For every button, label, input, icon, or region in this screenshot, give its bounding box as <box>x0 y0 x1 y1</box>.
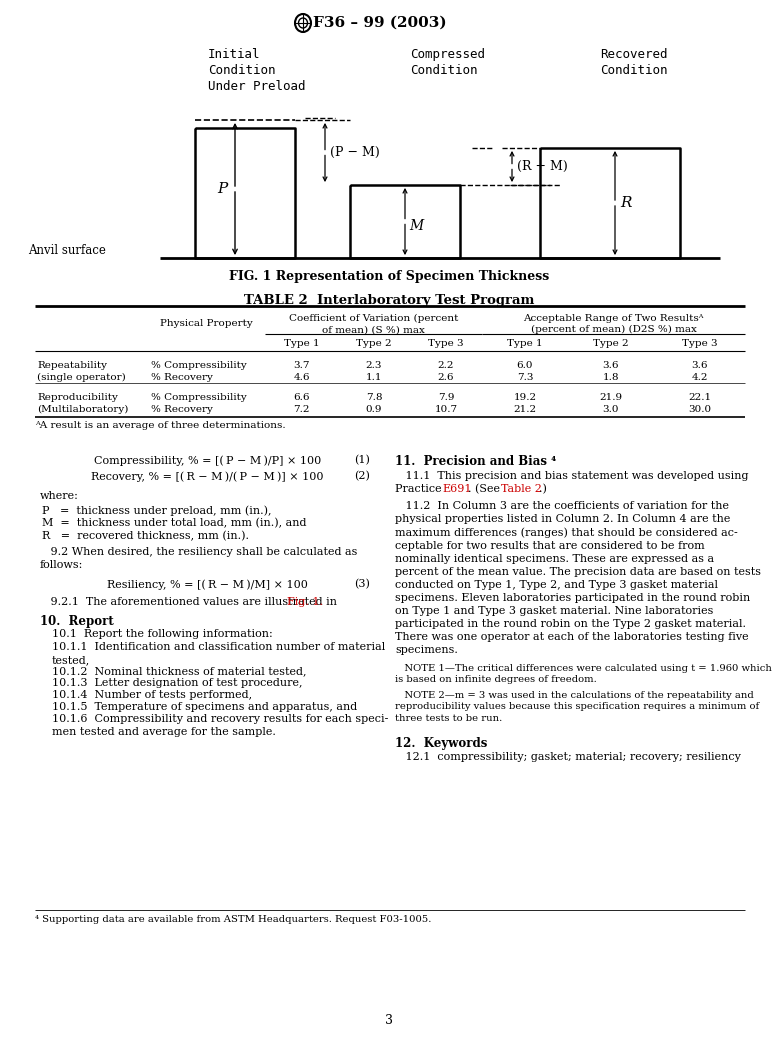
Text: Repeatability: Repeatability <box>37 361 107 370</box>
Text: 21.2: 21.2 <box>513 405 537 414</box>
Text: Initial
Condition
Under Preload: Initial Condition Under Preload <box>208 48 306 93</box>
Text: 10.1.4  Number of tests performed,: 10.1.4 Number of tests performed, <box>52 690 252 700</box>
Text: % Compressibility: % Compressibility <box>151 361 247 370</box>
Text: ⁴ Supporting data are available from ASTM Headquarters. Request F03-1005.: ⁴ Supporting data are available from AST… <box>35 915 431 924</box>
Text: 2.3: 2.3 <box>366 361 382 370</box>
Text: 4.2: 4.2 <box>691 373 708 382</box>
Text: (1): (1) <box>354 455 370 465</box>
Text: Fig. 1.: Fig. 1. <box>287 596 323 607</box>
Text: Type 2: Type 2 <box>593 339 629 348</box>
Text: R: R <box>620 196 632 210</box>
Text: Type 3: Type 3 <box>428 339 464 348</box>
Text: 10.  Report: 10. Report <box>40 615 114 628</box>
Text: Compressibility, % = [( P − M )/P] × 100: Compressibility, % = [( P − M )/P] × 100 <box>94 455 321 465</box>
Text: 9.2.1  The aforementioned values are illustrated in: 9.2.1 The aforementioned values are illu… <box>40 596 341 607</box>
Text: 22.1: 22.1 <box>688 393 711 402</box>
Text: (Multilaboratory): (Multilaboratory) <box>37 405 128 414</box>
Text: 10.1.2  Nominal thickness of material tested,: 10.1.2 Nominal thickness of material tes… <box>52 666 307 676</box>
Text: 11.  Precision and Bias ⁴: 11. Precision and Bias ⁴ <box>395 455 556 468</box>
Text: Coefficient of Variation (percent
of mean) (S %) max: Coefficient of Variation (percent of mea… <box>289 314 458 334</box>
Text: 3.6: 3.6 <box>691 361 708 370</box>
Text: 10.1.3  Letter designation of test procedure,: 10.1.3 Letter designation of test proced… <box>52 678 303 688</box>
Text: 10.1.5  Temperature of specimens and apparatus, and: 10.1.5 Temperature of specimens and appa… <box>52 702 357 712</box>
Text: Acceptable Range of Two Resultsᴬ
(percent of mean) (D2S %) max: Acceptable Range of Two Resultsᴬ (percen… <box>524 314 704 334</box>
Text: 7.2: 7.2 <box>293 405 310 414</box>
Text: 12.  Keywords: 12. Keywords <box>395 737 487 750</box>
Text: F36 – 99 (2003): F36 – 99 (2003) <box>313 16 447 30</box>
Text: 7.9: 7.9 <box>438 393 454 402</box>
Text: 6.6: 6.6 <box>293 393 310 402</box>
Text: R   =  recovered thickness, mm (in.).: R = recovered thickness, mm (in.). <box>42 531 249 541</box>
Text: Recovery, % = [( R − M )/( P − M )] × 100: Recovery, % = [( R − M )/( P − M )] × 10… <box>91 471 324 482</box>
Text: 30.0: 30.0 <box>688 405 711 414</box>
Text: Compressed
Condition: Compressed Condition <box>410 48 485 77</box>
Text: 7.8: 7.8 <box>366 393 382 402</box>
Text: Resiliency, % = [( R − M )/M] × 100: Resiliency, % = [( R − M )/M] × 100 <box>107 579 308 589</box>
Text: Recovered
Condition: Recovered Condition <box>600 48 668 77</box>
Text: 3: 3 <box>385 1014 393 1026</box>
Text: P   =  thickness under preload, mm (in.),: P = thickness under preload, mm (in.), <box>42 505 272 515</box>
Text: FIG. 1 Representation of Specimen Thickness: FIG. 1 Representation of Specimen Thickn… <box>229 270 549 283</box>
Text: Table 2: Table 2 <box>501 484 541 494</box>
Text: 10.1  Report the following information:: 10.1 Report the following information: <box>52 629 273 639</box>
Text: 1.1: 1.1 <box>366 373 382 382</box>
Text: 3.6: 3.6 <box>603 361 619 370</box>
Text: M: M <box>409 220 423 233</box>
Text: 0.9: 0.9 <box>366 405 382 414</box>
Text: 3.0: 3.0 <box>603 405 619 414</box>
Text: Anvil surface: Anvil surface <box>28 244 106 256</box>
Text: 10.1.1  Identification and classification number of material
tested,: 10.1.1 Identification and classification… <box>52 642 385 665</box>
Text: % Recovery: % Recovery <box>151 405 213 414</box>
Text: 21.9: 21.9 <box>599 393 622 402</box>
Text: 7.3: 7.3 <box>517 373 533 382</box>
Text: Type 1: Type 1 <box>507 339 543 348</box>
Text: (2): (2) <box>354 471 370 481</box>
Text: 10.1.6  Compressibility and recovery results for each speci-
men tested and aver: 10.1.6 Compressibility and recovery resu… <box>52 714 388 737</box>
Text: 2.6: 2.6 <box>438 373 454 382</box>
Text: Physical Property: Physical Property <box>160 320 253 329</box>
Text: 2.2: 2.2 <box>438 361 454 370</box>
Text: % Compressibility: % Compressibility <box>151 393 247 402</box>
Text: E691: E691 <box>442 484 471 494</box>
Text: 6.0: 6.0 <box>517 361 533 370</box>
Text: 11.1  This precision and bias statement was developed using
Practice: 11.1 This precision and bias statement w… <box>395 471 748 494</box>
Text: 3.7: 3.7 <box>293 361 310 370</box>
Text: Type 2: Type 2 <box>356 339 392 348</box>
Text: NOTE 2—m = 3 was used in the calculations of the repeatability and
reproducibili: NOTE 2—m = 3 was used in the calculation… <box>395 691 759 722</box>
Text: . (See: . (See <box>468 484 503 494</box>
Text: 1.8: 1.8 <box>603 373 619 382</box>
Text: (R − M): (R − M) <box>517 160 568 173</box>
Text: 12.1  compressibility; gasket; material; recovery; resiliency: 12.1 compressibility; gasket; material; … <box>395 752 741 762</box>
Text: TABLE 2  Interlaboratory Test Program: TABLE 2 Interlaboratory Test Program <box>244 294 534 307</box>
Text: .): .) <box>539 484 547 494</box>
Text: where:: where: <box>40 491 79 501</box>
Text: Reproducibility: Reproducibility <box>37 393 118 402</box>
Text: 11.2  In Column 3 are the coefficients of variation for the
physical properties : 11.2 In Column 3 are the coefficients of… <box>395 501 761 655</box>
Text: ᴬA result is an average of three determinations.: ᴬA result is an average of three determi… <box>35 421 286 430</box>
Text: % Recovery: % Recovery <box>151 373 213 382</box>
Text: (P − M): (P − M) <box>330 146 380 159</box>
Text: 4.6: 4.6 <box>293 373 310 382</box>
Text: (single operator): (single operator) <box>37 373 126 382</box>
Text: (3): (3) <box>354 579 370 589</box>
Text: Type 3: Type 3 <box>682 339 717 348</box>
Text: NOTE 1—The critical differences were calculated using t = 1.960 which
is based o: NOTE 1—The critical differences were cal… <box>395 664 772 684</box>
Text: 9.2 When desired, the resiliency shall be calculated as
follows:: 9.2 When desired, the resiliency shall b… <box>40 547 357 570</box>
Text: M  =  thickness under total load, mm (in.), and: M = thickness under total load, mm (in.)… <box>42 518 307 529</box>
Text: 19.2: 19.2 <box>513 393 537 402</box>
Text: P: P <box>217 182 227 196</box>
Text: 10.7: 10.7 <box>434 405 457 414</box>
Text: Type 1: Type 1 <box>284 339 319 348</box>
